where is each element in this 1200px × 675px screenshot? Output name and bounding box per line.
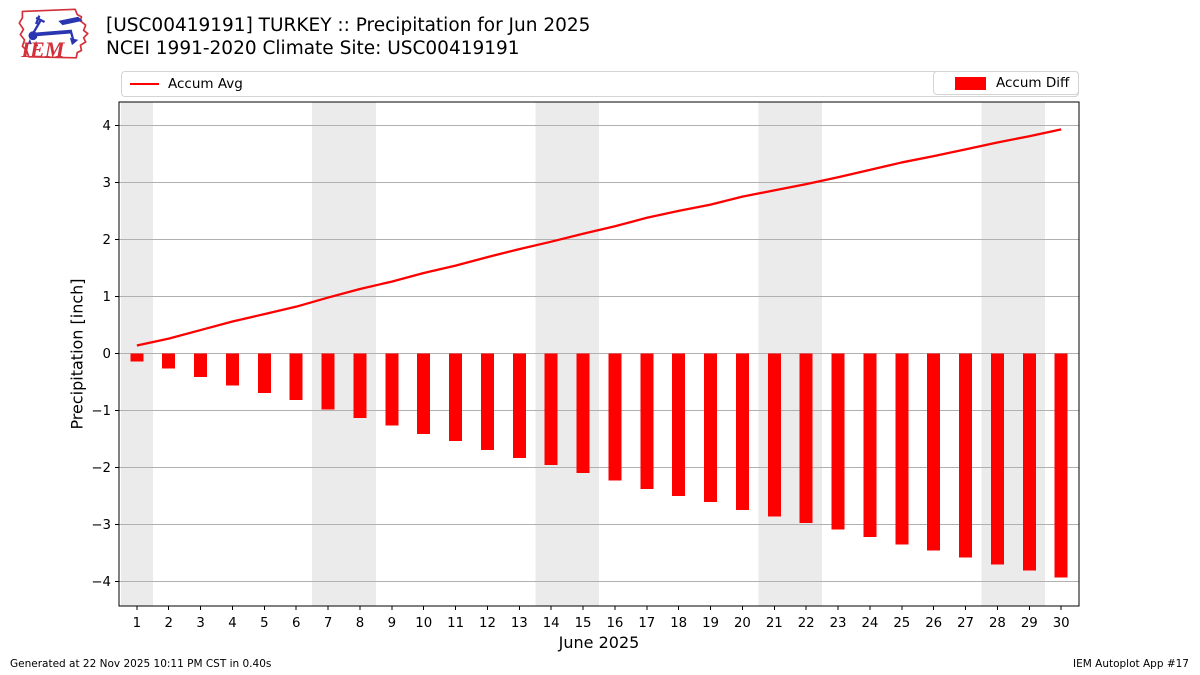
x-tick-label: 12 — [479, 616, 496, 631]
weather-vane-icon — [27, 15, 83, 47]
accum-avg-line-swatch-icon — [130, 82, 159, 86]
x-tick-label: 5 — [260, 616, 268, 631]
accum-diff-bar — [162, 353, 176, 369]
accum-diff-bar — [672, 353, 686, 496]
y-tick-label: −4 — [91, 575, 111, 590]
x-tick-label: 3 — [196, 616, 204, 631]
y-tick-label: 4 — [103, 119, 111, 134]
accum-diff-bar — [1054, 353, 1068, 578]
x-tick-label: 7 — [324, 616, 332, 631]
accum-diff-label: Accum Diff — [996, 75, 1070, 91]
y-tick-label: 0 — [103, 347, 111, 362]
accum-avg-line — [136, 128, 1062, 347]
accum-diff-bar — [289, 353, 303, 401]
x-tick-label: 24 — [861, 616, 878, 631]
page-title: [USC00419191] TURKEY :: Precipitation fo… — [106, 15, 590, 60]
x-tick-label: 21 — [766, 616, 783, 631]
accum-diff-bar — [927, 353, 941, 551]
footer-generated-text: Generated at 22 Nov 2025 10:11 PM CST in… — [10, 658, 272, 670]
accum-diff-bar — [895, 353, 909, 545]
y-tick-label: 3 — [103, 176, 111, 191]
plot-border — [118, 101, 1080, 607]
x-axis-label: June 2025 — [558, 633, 640, 652]
legend-item-accum-diff: Accum Diff — [933, 71, 1079, 95]
accum-diff-bar — [704, 353, 718, 503]
accum-diff-bar — [353, 353, 367, 418]
y-tick-label: −3 — [91, 518, 111, 533]
accum-avg-label: Accum Avg — [168, 76, 243, 92]
x-tick-label: 14 — [543, 616, 560, 631]
footer-app-text: IEM Autoplot App #17 — [1073, 658, 1189, 670]
x-tick-label: 2 — [164, 616, 172, 631]
x-tick-label: 17 — [638, 616, 655, 631]
logo-iem-text: IEM — [20, 37, 65, 61]
x-tick-label: 29 — [1021, 616, 1038, 631]
accum-diff-bar — [831, 353, 845, 530]
accum-diff-bar — [225, 353, 239, 386]
x-tick-label: 19 — [702, 616, 719, 631]
x-tick-label: 25 — [893, 616, 910, 631]
legend-item-accum-avg: Accum Avg — [122, 72, 1078, 96]
x-tick-label: 28 — [989, 616, 1006, 631]
y-tick-label: 2 — [103, 233, 111, 248]
x-tick-label: 8 — [356, 616, 364, 631]
y-tick-label: 1 — [103, 290, 111, 305]
accum-diff-bar — [449, 353, 463, 442]
x-tick-label: 23 — [830, 616, 847, 631]
x-tick-label: 9 — [388, 616, 396, 631]
x-tick-label: 10 — [415, 616, 432, 631]
accum-diff-bar — [130, 353, 144, 362]
accum-diff-bar — [417, 353, 431, 434]
accum-diff-bar — [640, 353, 654, 490]
x-tick-label: 6 — [292, 616, 300, 631]
accum-diff-bar — [799, 353, 813, 523]
x-tick-label: 11 — [447, 616, 464, 631]
x-tick-label: 16 — [606, 616, 623, 631]
accum-diff-rect-swatch-icon — [955, 76, 986, 90]
accum-diff-bar — [321, 353, 335, 410]
accum-diff-bar — [990, 353, 1004, 565]
accum-diff-bar — [544, 353, 558, 466]
x-tick-label: 13 — [511, 616, 528, 631]
accum-diff-bar — [863, 353, 877, 538]
y-tick-label: −1 — [91, 404, 111, 419]
x-tick-label: 15 — [575, 616, 592, 631]
accum-diff-bar — [576, 353, 590, 474]
x-tick-label: 1 — [133, 616, 141, 631]
legend: Accum Avg Accum Diff — [121, 71, 1079, 97]
accum-diff-bar — [735, 353, 749, 511]
accum-diff-bar — [194, 353, 208, 377]
y-axis-label: Precipitation [inch] — [67, 278, 87, 430]
x-tick-label: 26 — [925, 616, 942, 631]
iem-logo: IEM — [18, 8, 89, 61]
accum-diff-bar — [257, 353, 271, 393]
x-tick-label: 30 — [1053, 616, 1070, 631]
accum-diff-bar — [512, 353, 526, 458]
x-tick-label: 20 — [734, 616, 751, 631]
accum-diff-bar — [480, 353, 494, 450]
y-tick-label: −2 — [91, 461, 111, 476]
x-tick-label: 4 — [228, 616, 236, 631]
accum-diff-bar — [608, 353, 622, 481]
x-tick-label: 18 — [670, 616, 687, 631]
accum-diff-bar — [385, 353, 399, 426]
x-tick-label: 27 — [957, 616, 974, 631]
accum-diff-bar — [767, 353, 781, 517]
x-tick-label: 22 — [798, 616, 815, 631]
accum-diff-bar — [959, 353, 973, 558]
title-line-2: NCEI 1991-2020 Climate Site: USC00419191 — [106, 37, 520, 59]
accum-diff-bar — [1022, 353, 1036, 571]
title-line-1: [USC00419191] TURKEY :: Precipitation fo… — [106, 15, 591, 36]
